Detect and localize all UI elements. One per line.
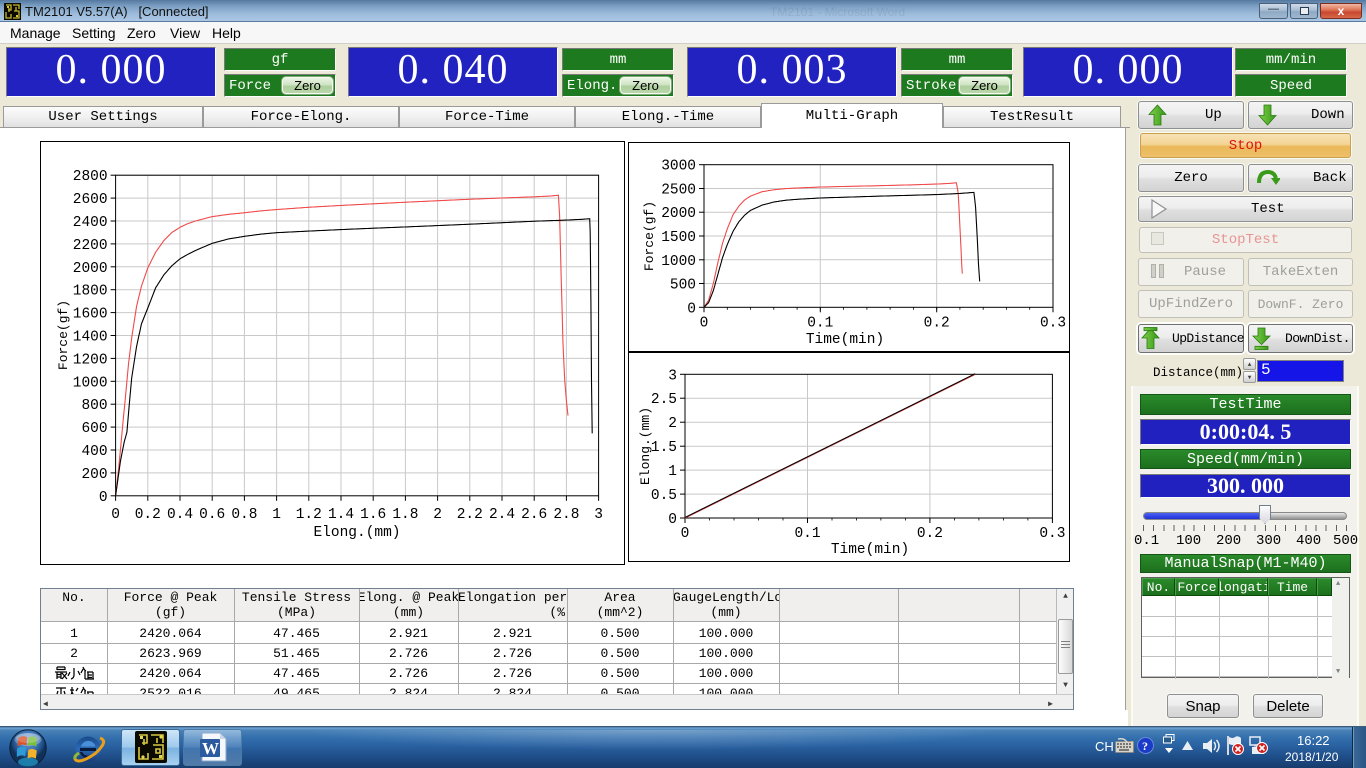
svg-text:0: 0 <box>700 315 709 331</box>
svg-text:2000: 2000 <box>73 261 108 277</box>
svg-text:Time(min): Time(min) <box>806 332 884 348</box>
svg-text:1600: 1600 <box>73 307 108 323</box>
svg-text:1400: 1400 <box>73 330 108 346</box>
svg-text:2600: 2600 <box>73 192 108 208</box>
svg-text:0.5: 0.5 <box>651 488 677 504</box>
svg-text:0: 0 <box>99 490 108 506</box>
svg-text:Elong.(mm): Elong.(mm) <box>638 407 653 485</box>
svg-text:2: 2 <box>668 416 677 432</box>
svg-text:2000: 2000 <box>661 206 696 222</box>
svg-text:2.2: 2.2 <box>457 507 483 523</box>
svg-text:1000: 1000 <box>661 254 696 270</box>
svg-text:1.8: 1.8 <box>392 507 418 523</box>
svg-text:400: 400 <box>81 444 107 460</box>
svg-text:0.6: 0.6 <box>199 507 225 523</box>
svg-text:0.1: 0.1 <box>807 315 833 331</box>
svg-text:0: 0 <box>687 301 696 317</box>
svg-text:1.5: 1.5 <box>651 440 677 456</box>
svg-text:Force(gf): Force(gf) <box>642 201 657 271</box>
svg-text:3000: 3000 <box>661 159 696 175</box>
svg-text:600: 600 <box>81 421 107 437</box>
svg-text:2.6: 2.6 <box>521 507 547 523</box>
svg-text:1500: 1500 <box>661 230 696 246</box>
svg-text:2: 2 <box>433 507 442 523</box>
svg-text:0: 0 <box>668 512 677 528</box>
svg-text:1: 1 <box>272 507 281 523</box>
svg-text:3: 3 <box>668 368 677 384</box>
svg-text:1.6: 1.6 <box>360 507 386 523</box>
svg-text:0.2: 0.2 <box>917 526 943 542</box>
svg-text:0.3: 0.3 <box>1040 315 1066 331</box>
svg-text:W: W <box>202 739 219 758</box>
svg-text:1.4: 1.4 <box>328 507 354 523</box>
svg-text:0.3: 0.3 <box>1039 526 1065 542</box>
svg-text:1200: 1200 <box>73 352 108 368</box>
svg-text:0: 0 <box>111 507 120 523</box>
svg-text:0.8: 0.8 <box>231 507 257 523</box>
svg-text:200: 200 <box>81 467 107 483</box>
svg-text:Force(gf): Force(gf) <box>56 300 71 370</box>
svg-text:1: 1 <box>668 464 677 480</box>
svg-text:Elong.(mm): Elong.(mm) <box>313 525 400 541</box>
svg-text:2200: 2200 <box>73 238 108 254</box>
svg-text:2.4: 2.4 <box>489 507 515 523</box>
svg-text:1000: 1000 <box>73 375 108 391</box>
svg-text:2.5: 2.5 <box>651 392 677 408</box>
svg-text:500: 500 <box>670 278 696 294</box>
svg-text:2.8: 2.8 <box>553 507 579 523</box>
svg-text:1800: 1800 <box>73 284 108 300</box>
svg-text:3: 3 <box>594 507 603 523</box>
svg-text:0.1: 0.1 <box>794 526 820 542</box>
svg-text:0.2: 0.2 <box>135 507 161 523</box>
svg-text:Time(min): Time(min) <box>831 542 909 558</box>
svg-text:2400: 2400 <box>73 215 108 231</box>
svg-text:2500: 2500 <box>661 183 696 199</box>
svg-text:2800: 2800 <box>73 169 108 185</box>
svg-text:0.4: 0.4 <box>167 507 193 523</box>
svg-text:0: 0 <box>681 526 690 542</box>
svg-text:1.2: 1.2 <box>296 507 322 523</box>
svg-text:800: 800 <box>81 398 107 414</box>
svg-text:0.2: 0.2 <box>924 315 950 331</box>
svg-text:?: ? <box>1142 739 1148 753</box>
